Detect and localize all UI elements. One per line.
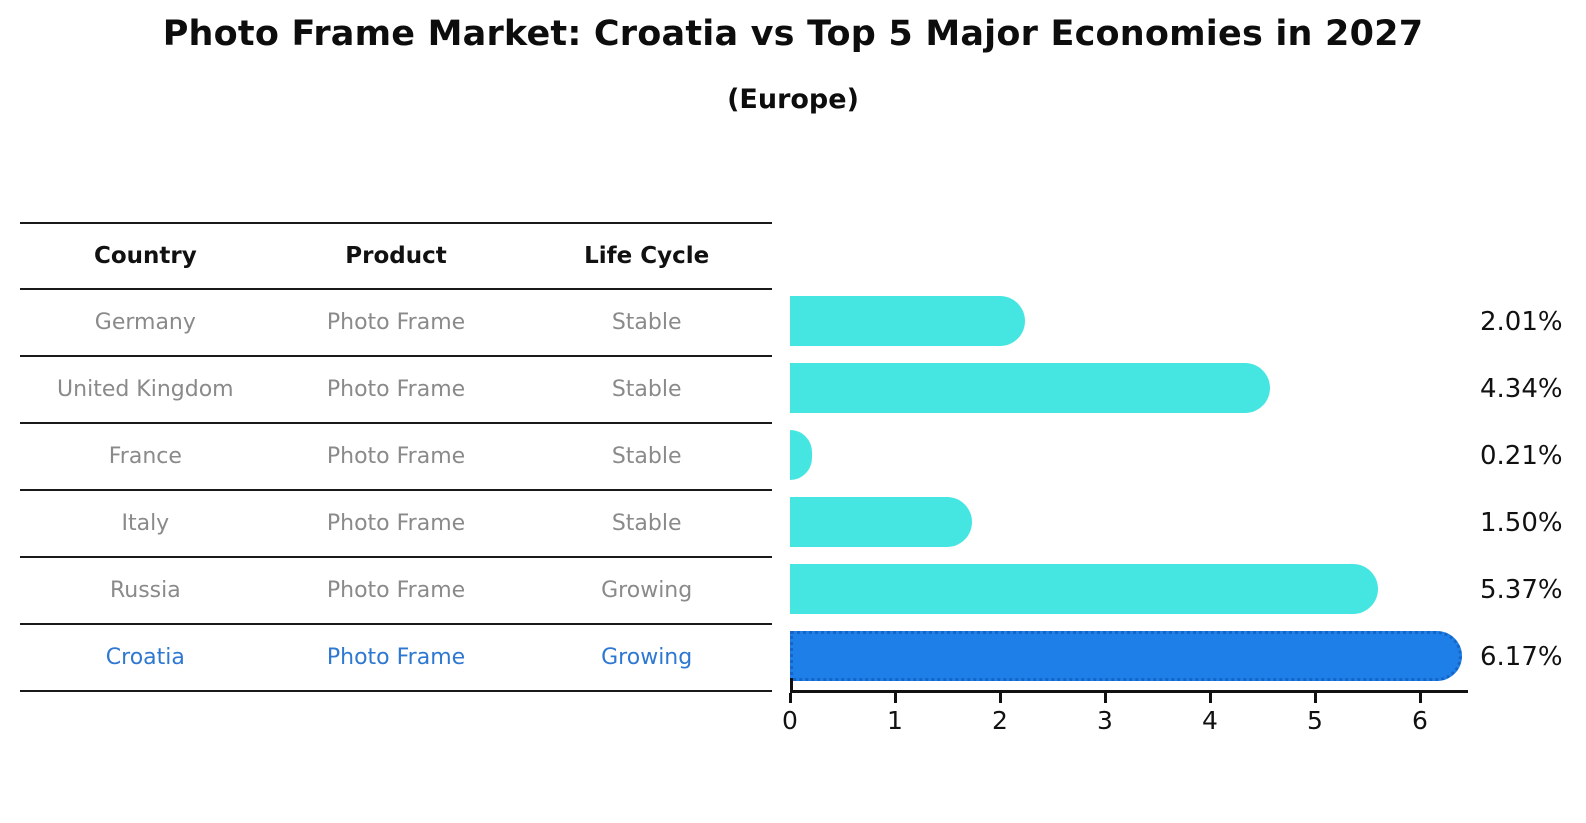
bar-value-label: 4.34% (1480, 373, 1563, 404)
table-header-row: Country Product Life Cycle (20, 224, 772, 290)
x-axis-tick-label: 1 (887, 706, 903, 735)
table-cell-life-cycle: Stable (611, 511, 682, 536)
table-cell-life-cycle: Stable (611, 377, 682, 402)
x-axis: 0 1 2 3 4 5 6 (782, 678, 1468, 750)
bar-row (790, 422, 1468, 489)
x-axis-line (790, 690, 1468, 693)
table-cell-country: Germany (94, 310, 196, 335)
table-cell-country: Russia (109, 578, 181, 603)
table-cell-product: Photo Frame (326, 645, 466, 670)
x-axis-tick-label: 2 (992, 706, 1008, 735)
bar-plot-area (790, 288, 1468, 690)
x-axis-tick (999, 693, 1002, 703)
table-cell-life-cycle: Growing (601, 645, 693, 670)
table-row: United Kingdom Photo Frame Stable (20, 357, 772, 424)
table-row: Russia Photo Frame Growing (20, 558, 772, 625)
bar-value-label: 5.37% (1480, 574, 1563, 605)
bar-row (790, 556, 1468, 623)
table-row: Croatia Photo Frame Growing (20, 625, 772, 692)
y-axis-spine (790, 678, 793, 690)
bar-row (790, 288, 1468, 355)
x-axis-tick (894, 693, 897, 703)
x-axis-tick (789, 693, 792, 703)
x-axis-tick-label: 6 (1412, 706, 1428, 735)
bar (790, 296, 1026, 346)
bar (790, 497, 972, 547)
chart-title: Photo Frame Market: Croatia vs Top 5 Maj… (162, 14, 1424, 54)
table-row: Germany Photo Frame Stable (20, 290, 772, 357)
chart-subtitle: (Europe) (727, 84, 859, 115)
x-axis-tick (1104, 693, 1107, 703)
country-table: Country Product Life Cycle Germany Photo … (20, 222, 772, 692)
bar (790, 430, 813, 480)
table-cell-product: Photo Frame (326, 377, 466, 402)
x-axis-tick-label: 4 (1202, 706, 1218, 735)
table-cell-country: France (108, 444, 182, 469)
table-cell-country: Italy (121, 511, 170, 536)
x-axis-tick (1314, 693, 1317, 703)
table-cell-product: Photo Frame (326, 511, 466, 536)
bar (790, 564, 1378, 614)
x-axis-tick-label: 5 (1307, 706, 1323, 735)
bar-value-label: 2.01% (1480, 306, 1563, 337)
table-header-life-cycle: Life Cycle (584, 243, 710, 269)
bar-row (790, 623, 1468, 690)
bar (790, 363, 1270, 413)
bar-value-label: 6.17% (1480, 641, 1563, 672)
table-cell-country: Croatia (105, 645, 185, 670)
table-cell-life-cycle: Growing (601, 578, 693, 603)
x-axis-tick-label: 3 (1097, 706, 1113, 735)
bar-highlight (790, 631, 1462, 681)
table-header-country: Country (93, 243, 197, 269)
table-header-product: Product (345, 243, 447, 269)
value-label-column: 2.01% 4.34% 0.21% 1.50% 5.37% 6.17% (1480, 288, 1580, 690)
x-axis-tick-label: 0 (782, 706, 798, 735)
bar-value-label: 1.50% (1480, 507, 1563, 538)
bar-row (790, 355, 1468, 422)
table-row: Italy Photo Frame Stable (20, 491, 772, 558)
x-axis-tick (1209, 693, 1212, 703)
table-cell-product: Photo Frame (326, 310, 466, 335)
table-cell-life-cycle: Stable (611, 310, 682, 335)
bar-row (790, 489, 1468, 556)
table-body: Germany Photo Frame Stable United Kingdom Ph… (20, 290, 772, 692)
bar-value-label: 0.21% (1480, 440, 1563, 471)
table-cell-country: United Kingdom (57, 377, 234, 402)
table-cell-product: Photo Frame (326, 444, 466, 469)
table-row: France Photo Frame Stable (20, 424, 772, 491)
x-axis-tick (1419, 693, 1422, 703)
table-cell-life-cycle: Stable (611, 444, 682, 469)
table-cell-product: Photo Frame (326, 578, 466, 603)
